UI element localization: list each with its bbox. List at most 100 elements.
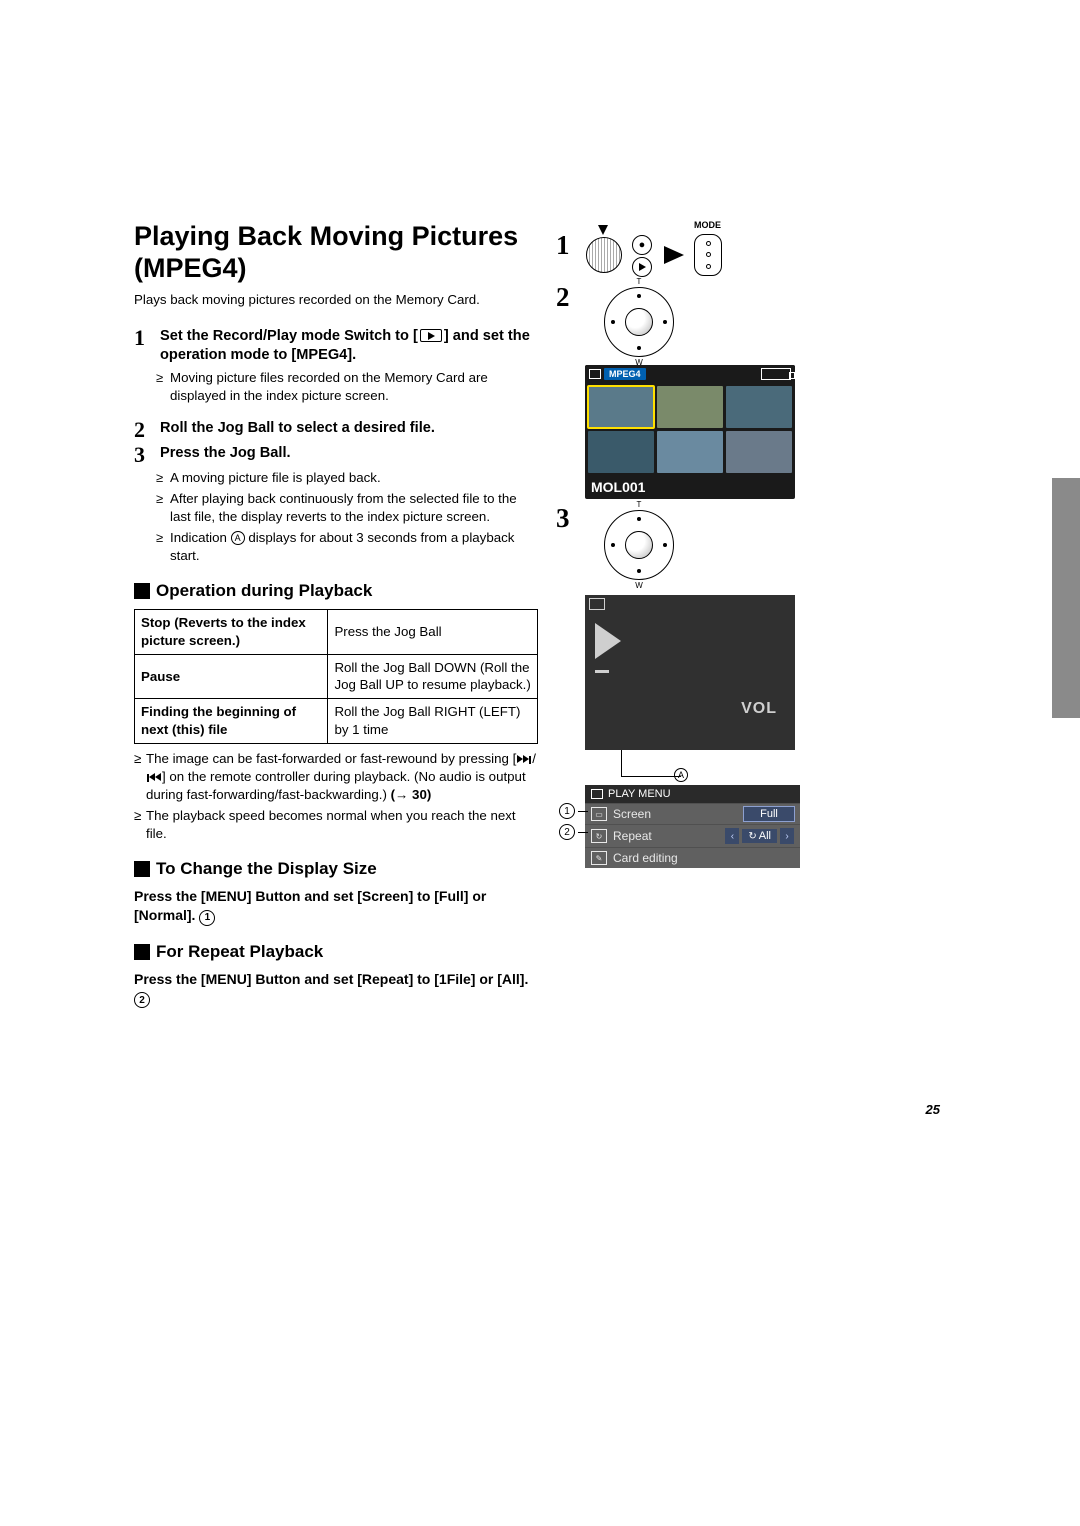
diagram-step-1: 1 — [556, 230, 570, 261]
film-icon — [589, 598, 605, 610]
fast-rewind-icon — [146, 768, 162, 786]
menu-callout-1: 1 — [559, 803, 588, 819]
grip-switch-icon — [586, 237, 622, 273]
fast-forward-icon — [516, 750, 532, 768]
jog-label-t: T — [637, 277, 642, 286]
intro-text: Plays back moving pictures recorded on t… — [134, 291, 538, 309]
menu-label: Repeat — [613, 829, 652, 843]
volume-label: VOL — [741, 700, 777, 718]
square-bullet-icon — [134, 944, 150, 960]
playback-screen: VOL — [585, 595, 795, 750]
card-edit-icon: ✎ — [591, 851, 607, 865]
step-1: 1 Set the Record/Play mode Switch to [] … — [134, 327, 538, 366]
op-label: Pause — [135, 654, 328, 699]
chevron-right-icon: › — [780, 828, 794, 844]
op-value: Press the Jog Ball — [328, 609, 538, 654]
after-bullet-2: The playback speed becomes normal when y… — [134, 807, 538, 843]
page-tab — [1052, 478, 1080, 718]
diagram-step-3: 3 — [556, 503, 570, 534]
repeat-icon: ↻ — [591, 829, 607, 843]
step-3-bullet-2: After playing back continuously from the… — [160, 490, 538, 526]
jog-ball-icon — [625, 308, 653, 336]
operation-table: Stop (Reverts to the index picture scree… — [134, 609, 538, 745]
square-bullet-icon — [134, 583, 150, 599]
step-1-bullets: Moving picture files recorded on the Mem… — [134, 369, 538, 405]
op-value: Roll the Jog Ball RIGHT (LEFT) by 1 time — [328, 699, 538, 744]
down-arrow-icon — [598, 225, 608, 235]
menu-callout-2: 2 — [559, 824, 588, 840]
table-row: Finding the beginning of next (this) fil… — [135, 699, 538, 744]
menu-value: ↻ All — [742, 829, 777, 843]
display-size-text: Press the [MENU] Button and set [Screen]… — [134, 887, 538, 926]
callout-ref-1: 1 — [199, 910, 215, 926]
play-menu-icon — [591, 789, 603, 799]
repeat-text: Press the [MENU] Button and set [Repeat]… — [134, 970, 538, 1009]
step-number-2: 2 — [134, 419, 152, 441]
op-label: Stop (Reverts to the index picture scree… — [135, 609, 328, 654]
thumbnail — [726, 386, 792, 428]
after-bullet-1: The image can be fast-forwarded or fast-… — [134, 750, 538, 804]
menu-row-screen: ▭ Screen Full — [585, 803, 800, 824]
page-title: Playing Back Moving Pictures (MPEG4) — [134, 220, 538, 285]
jog-ball-icon — [625, 531, 653, 559]
menu-label: Card editing — [613, 851, 678, 865]
step-number-1: 1 — [134, 327, 152, 349]
menu-row-card-editing: ✎ Card editing — [585, 847, 800, 868]
step-2-text: Roll the Jog Ball to select a desired fi… — [160, 419, 538, 439]
dash-indicator — [595, 670, 609, 673]
step-2: 2 Roll the Jog Ball to select a desired … — [134, 419, 538, 441]
subhead-repeat: For Repeat Playback — [134, 942, 538, 962]
square-bullet-icon — [134, 861, 150, 877]
jog-label-t: T — [637, 500, 642, 509]
thumbnail-grid — [585, 383, 795, 476]
mode-button-icon — [694, 234, 722, 276]
op-value: Roll the Jog Ball DOWN (Roll the Jog Bal… — [328, 654, 538, 699]
menu-value: Full — [744, 807, 794, 821]
play-menu-header: PLAY MENU — [585, 785, 800, 803]
thumbnail — [657, 386, 723, 428]
menu-row-repeat: ↻ Repeat ‹ ↻ All › — [585, 824, 800, 847]
diagram-step-2: 2 — [556, 282, 570, 313]
step-3-bullet-1: A moving picture file is played back. — [160, 469, 538, 487]
step-3: 3 Press the Jog Ball. — [134, 444, 538, 466]
film-icon: MPEG4 — [589, 368, 646, 380]
page-number: 25 — [926, 1102, 940, 1117]
play-menu: PLAY MENU ▭ Screen Full ↻ Repeat ‹ ↻ All… — [585, 785, 800, 868]
screen-filename: MOL001 — [591, 479, 645, 495]
step-1-bullet-1: Moving picture files recorded on the Mem… — [160, 369, 538, 405]
table-row: Stop (Reverts to the index picture scree… — [135, 609, 538, 654]
screen-icon: ▭ — [591, 807, 607, 821]
step-3-text: Press the Jog Ball. — [160, 444, 538, 464]
menu-label: Screen — [613, 807, 651, 821]
play-mode-icon — [420, 329, 442, 342]
mode-label: MODE — [694, 220, 721, 230]
thumbnail — [588, 431, 654, 473]
play-big-icon — [595, 623, 621, 659]
table-row: Pause Roll the Jog Ball DOWN (Roll the J… — [135, 654, 538, 699]
chevron-left-icon: ‹ — [725, 828, 739, 844]
loop-icon: ↻ — [748, 831, 756, 842]
jog-ball-diagram-1: T W — [604, 287, 674, 357]
thumbnail-selected — [588, 386, 654, 428]
callout-a-label: A — [674, 768, 688, 782]
jog-label-w: W — [635, 581, 643, 590]
index-screen: MPEG4 MOL001 — [585, 365, 795, 499]
step-3-bullets: A moving picture file is played back. Af… — [134, 469, 538, 565]
battery-icon — [761, 368, 791, 380]
callout-a-arrow: A — [546, 750, 826, 790]
mpeg4-tag: MPEG4 — [604, 368, 646, 380]
indication-a-ref: A — [231, 531, 245, 545]
step-number-3: 3 — [134, 444, 152, 466]
jog-ball-diagram-2: T W — [604, 510, 674, 580]
record-dot-icon: ● — [632, 235, 652, 255]
arrow-right-icon — [664, 246, 684, 264]
rec-play-indicator: ● — [632, 235, 654, 275]
callout-ref-2: 2 — [134, 992, 150, 1008]
play-triangle-icon — [632, 257, 652, 277]
thumbnail — [726, 431, 792, 473]
after-table-bullets: The image can be fast-forwarded or fast-… — [134, 750, 538, 843]
step-1-text: Set the Record/Play mode Switch to [] an… — [160, 327, 538, 366]
op-label: Finding the beginning of next (this) fil… — [135, 699, 328, 744]
thumbnail — [657, 431, 723, 473]
subhead-operation: Operation during Playback — [134, 581, 538, 601]
